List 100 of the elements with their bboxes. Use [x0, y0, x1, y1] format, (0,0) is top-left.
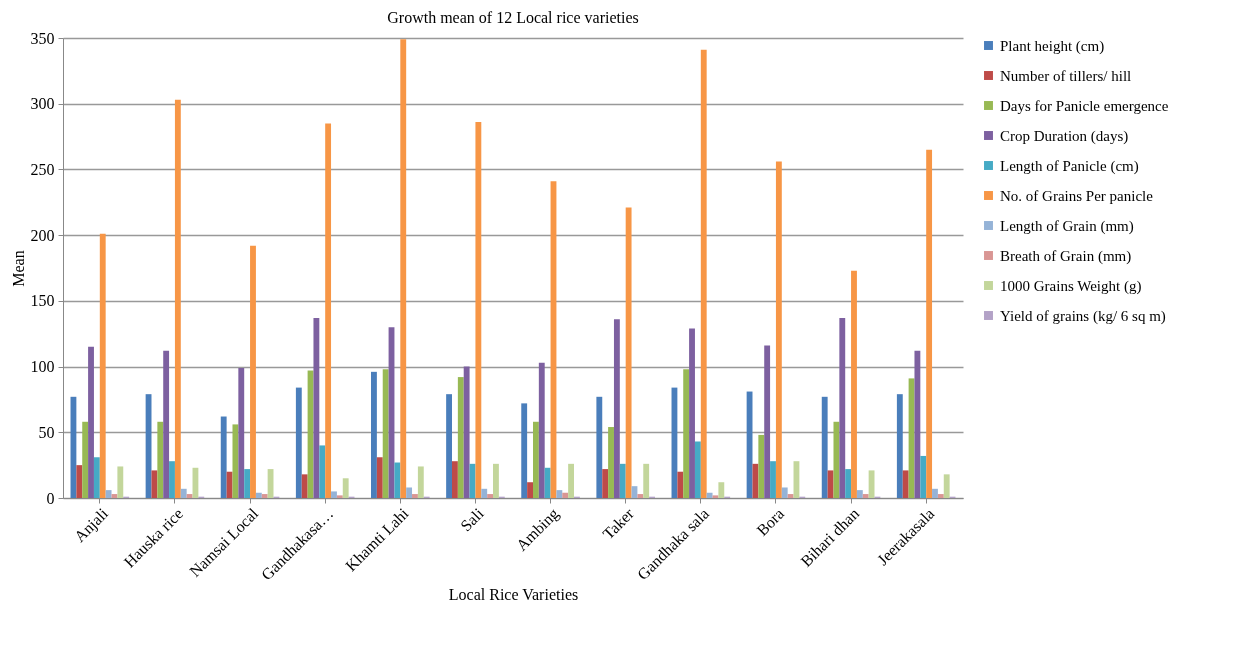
bar — [180, 488, 187, 498]
legend-label: Length of Panicle (cm) — [1000, 157, 1139, 175]
bar — [163, 350, 170, 498]
chart-title: Growth mean of 12 Local rice varieties — [387, 9, 639, 26]
bar — [821, 396, 828, 498]
bar — [255, 492, 262, 498]
bar — [527, 482, 533, 498]
bar — [400, 39, 407, 498]
bar — [117, 466, 124, 498]
bar — [220, 416, 227, 498]
bar — [325, 123, 332, 498]
legend-label: Number of tillers/ hill — [1000, 67, 1132, 84]
bar — [568, 463, 574, 498]
bar — [619, 463, 626, 498]
bar — [538, 362, 545, 498]
bar — [169, 461, 175, 498]
bar — [261, 494, 268, 498]
bar — [932, 488, 938, 498]
bar — [88, 346, 94, 498]
bar — [896, 394, 903, 498]
bar — [82, 421, 89, 498]
bar — [868, 470, 875, 498]
legend-label: 1000 Grains Weight (g) — [1000, 277, 1142, 295]
bar — [446, 394, 452, 498]
bar — [331, 491, 337, 498]
bar — [758, 434, 765, 498]
bar — [677, 471, 684, 498]
x-tick-label: Sali — [457, 504, 488, 535]
bar — [637, 494, 644, 498]
bar — [151, 470, 158, 498]
y-tick-label: 200 — [30, 226, 55, 244]
bar — [712, 495, 719, 498]
bar — [602, 469, 609, 498]
bar — [376, 457, 383, 498]
bar — [250, 245, 256, 498]
bar — [845, 469, 852, 498]
bar — [493, 463, 499, 498]
bar — [764, 345, 771, 498]
bar — [862, 494, 869, 498]
bar — [718, 482, 725, 498]
bar — [452, 461, 458, 498]
bar — [926, 149, 933, 498]
bar — [186, 494, 193, 498]
legend-label: Crop Duration (days) — [1000, 127, 1129, 145]
bar — [683, 369, 690, 498]
bar — [856, 490, 863, 498]
x-axis-title: Local Rice Varieties — [448, 586, 579, 604]
bar — [833, 421, 840, 498]
bar — [562, 492, 569, 498]
x-tick-label: Bora — [753, 504, 788, 539]
bar — [417, 466, 424, 498]
bar — [336, 495, 343, 498]
bar — [556, 490, 563, 498]
bar — [920, 455, 927, 498]
bar — [382, 369, 389, 498]
bar — [787, 494, 794, 498]
bar — [457, 377, 464, 498]
bar — [943, 474, 950, 498]
bar — [596, 396, 603, 498]
bar — [770, 461, 776, 498]
bar — [174, 99, 181, 498]
bar — [781, 487, 788, 498]
y-axis-title: Mean — [9, 250, 27, 287]
bar — [902, 470, 909, 498]
bar — [319, 445, 326, 498]
legend-label: Length of Grain (mm) — [1000, 217, 1134, 235]
bar — [839, 317, 846, 498]
y-tick-label: 0 — [46, 489, 55, 507]
bar — [914, 350, 921, 498]
legend-label: Yield of grains (kg/ 6 sq m) — [1000, 307, 1166, 325]
y-tick-label: 350 — [30, 29, 55, 47]
legend-label: Days for Panicle emergence — [1000, 97, 1169, 114]
bar — [157, 421, 164, 498]
y-tick-label: 50 — [38, 423, 55, 441]
y-tick-label: 150 — [30, 292, 55, 310]
bar — [706, 492, 713, 498]
bar — [93, 457, 100, 498]
legend-label: Breath of Grain (mm) — [1000, 247, 1132, 265]
bar — [532, 421, 539, 498]
bar — [937, 494, 944, 498]
bar — [105, 490, 112, 498]
bar — [608, 427, 614, 498]
bar — [463, 366, 470, 498]
bar — [244, 469, 251, 498]
bar — [99, 233, 106, 498]
bar — [544, 467, 551, 498]
bar — [752, 463, 759, 498]
legend-label: No. of Grains Per panicle — [1000, 187, 1154, 204]
bar — [775, 161, 782, 498]
bar — [267, 469, 274, 498]
y-tick-label: 300 — [30, 95, 55, 113]
bar — [689, 328, 695, 498]
bar — [238, 367, 245, 498]
bar — [694, 441, 701, 498]
bar — [232, 424, 239, 498]
bar — [475, 122, 482, 498]
bar — [487, 494, 494, 498]
y-tick-label: 100 — [30, 358, 55, 376]
bar — [295, 387, 302, 498]
bar — [643, 463, 650, 498]
